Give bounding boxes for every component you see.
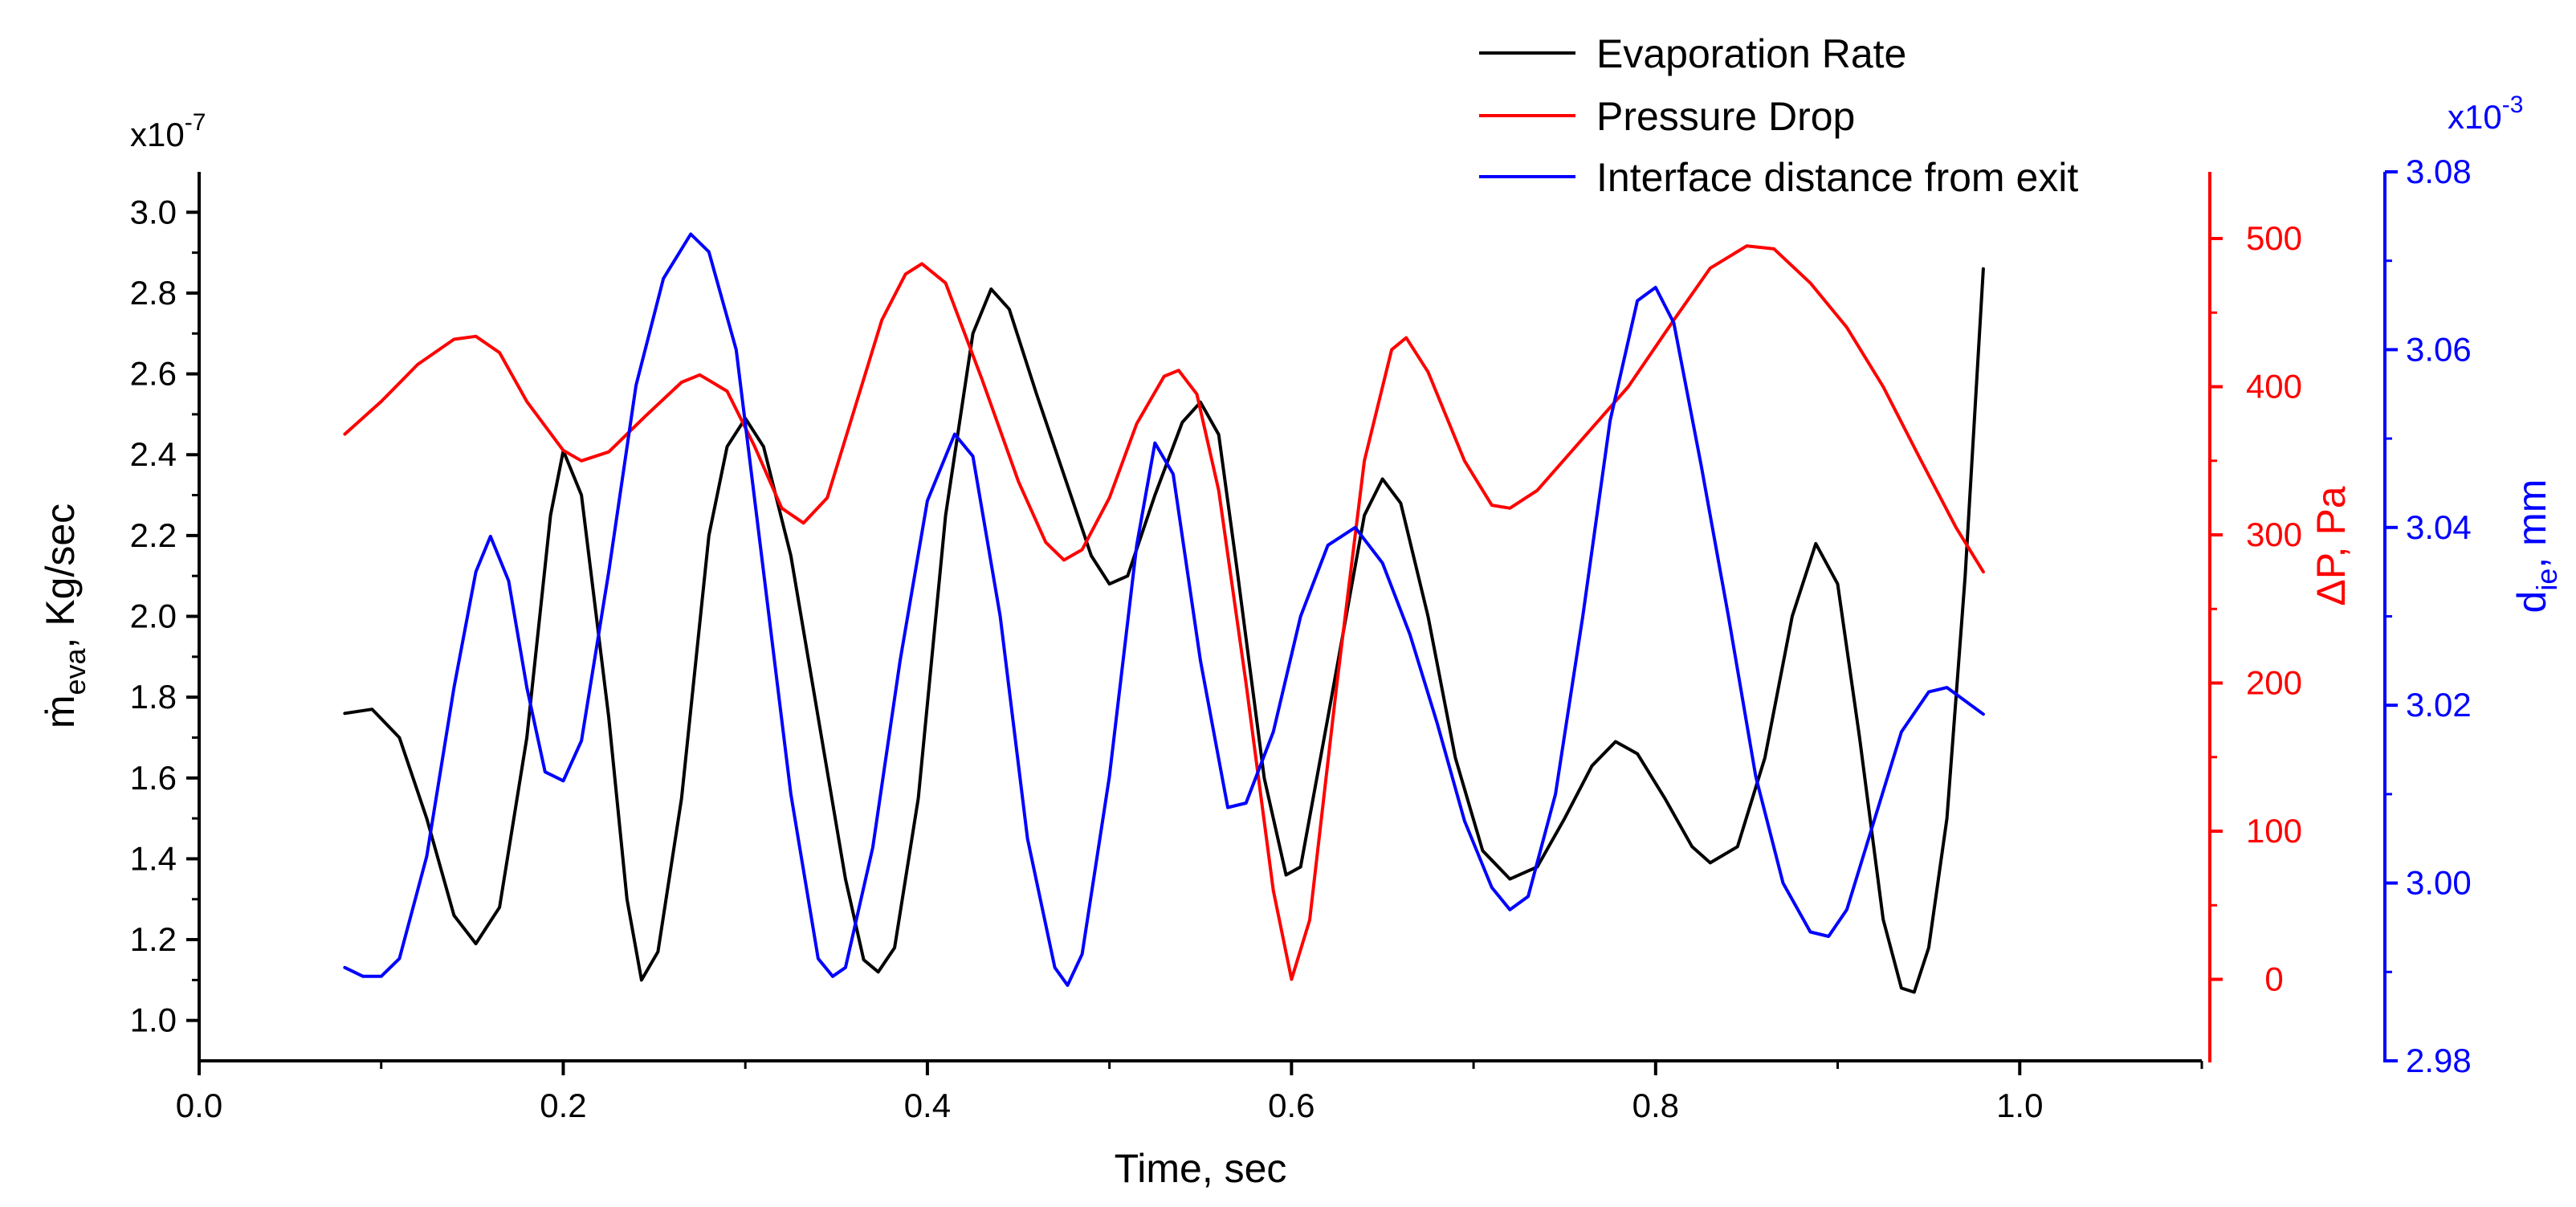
x-tick-label: 0.4	[904, 1087, 951, 1124]
left-y-tick-label: 1.6	[130, 759, 177, 797]
left-y-tick-label: 2.8	[130, 274, 177, 312]
x-tick-label: 0.2	[540, 1087, 586, 1124]
x-tick-label: 0.0	[176, 1087, 222, 1124]
right2-y-multiplier: x10-3	[2448, 92, 2523, 136]
legend-label-interface-distance: Interface distance from exit	[1596, 155, 2078, 200]
right1-y-tick-label: 0	[2264, 960, 2283, 998]
left-y-tick-label: 1.8	[130, 678, 177, 716]
left-y-tick-label: 2.0	[130, 597, 177, 635]
left-y-tick-label: 1.2	[130, 920, 177, 958]
series-line-pressure-drop	[343, 244, 1985, 981]
right2-y-tick-label: 3.00	[2406, 864, 2472, 902]
legend-label-evaporation-rate: Evaporation Rate	[1596, 31, 1906, 76]
right1-y-axis-title: ΔP, Pa	[2309, 486, 2354, 606]
left-y-tick-label: 1.0	[130, 1001, 177, 1039]
legend: Evaporation Rate Pressure Drop Interface…	[1479, 31, 2078, 200]
left-y-tick-label: 3.0	[130, 193, 177, 230]
right2-y-axis-title: die, mm	[2509, 479, 2563, 614]
x-tick-label: 1.0	[1996, 1087, 2043, 1124]
left-y-axis-title: ṁeva, Kg/sec	[38, 504, 92, 728]
right2-y-tick-label: 3.08	[2406, 153, 2472, 190]
right1-y-tick-label: 200	[2246, 664, 2302, 702]
axis-ticks: 0.0 0.2 0.4 0.6 0.8 1.0 1.0 1.2 1.4 1.6 1.8 2.0 2.2 2…	[130, 153, 2472, 1124]
right1-y-tick-label: 500	[2246, 219, 2302, 257]
series-line-evaporation-rate	[343, 267, 1985, 994]
right1-y-tick-label: 400	[2246, 368, 2302, 406]
series-line-interface-distance-from-exit	[343, 232, 1985, 987]
x-tick-label: 0.6	[1268, 1087, 1314, 1124]
right1-y-tick-label: 100	[2246, 812, 2302, 850]
right2-y-tick-label: 3.04	[2406, 508, 2472, 546]
right2-y-tick-label: 2.98	[2406, 1042, 2472, 1079]
left-y-tick-label: 1.4	[130, 839, 177, 877]
right2-y-tick-label: 3.06	[2406, 330, 2472, 368]
series-lines	[343, 232, 1985, 994]
legend-label-pressure-drop: Pressure Drop	[1596, 94, 1855, 139]
left-y-tick-label: 2.2	[130, 516, 177, 554]
right2-y-tick-label: 3.02	[2406, 686, 2472, 724]
left-y-tick-label: 2.6	[130, 355, 177, 393]
x-tick-label: 0.8	[1632, 1087, 1679, 1124]
x-axis-title: Time, sec	[1115, 1146, 1287, 1191]
left-y-multiplier: x10-7	[130, 109, 206, 153]
right1-y-tick-label: 300	[2246, 516, 2302, 553]
left-y-tick-label: 2.4	[130, 435, 177, 473]
